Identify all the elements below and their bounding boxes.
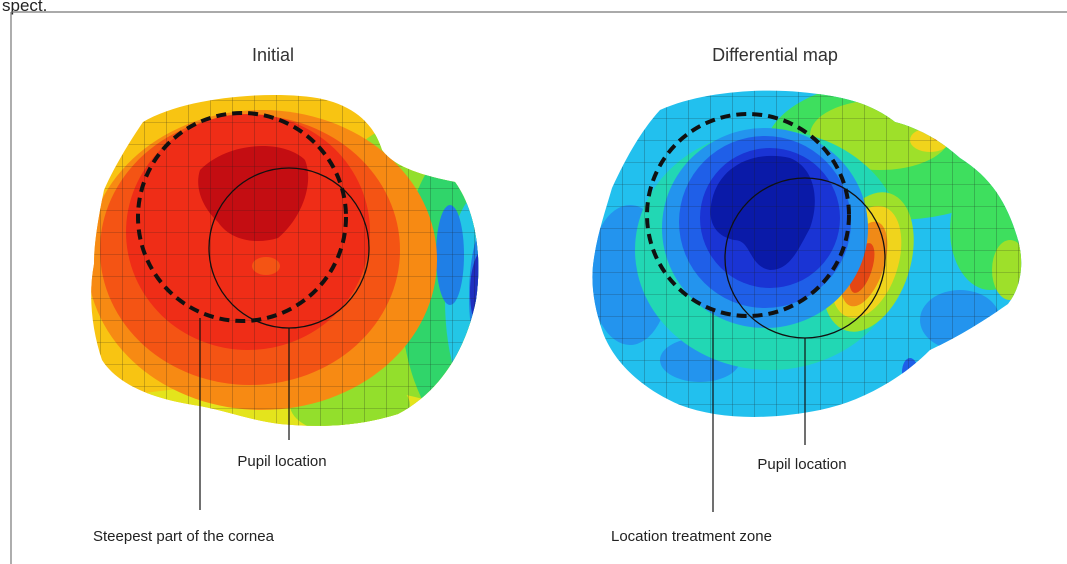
header-fragment: spect.	[2, 0, 47, 15]
steepest-cornea-label: Steepest part of the cornea	[93, 528, 275, 545]
panel-differential: Differential map	[592, 45, 1022, 545]
panel-initial: Initial Pupil location Steepest part of …	[91, 45, 479, 545]
treatment-zone-label: Location treatment zone	[611, 528, 772, 545]
pupil-location-label-initial: Pupil location	[237, 453, 326, 470]
treatment-zone-circle	[645, 112, 851, 318]
pupil-location-label-differential: Pupil location	[757, 456, 846, 473]
topography-map-initial	[91, 95, 479, 426]
panel-title-initial: Initial	[252, 45, 294, 65]
steepest-zone-circle	[136, 111, 348, 323]
figure-frame	[10, 11, 1067, 564]
panel-title-differential: Differential map	[712, 45, 838, 65]
